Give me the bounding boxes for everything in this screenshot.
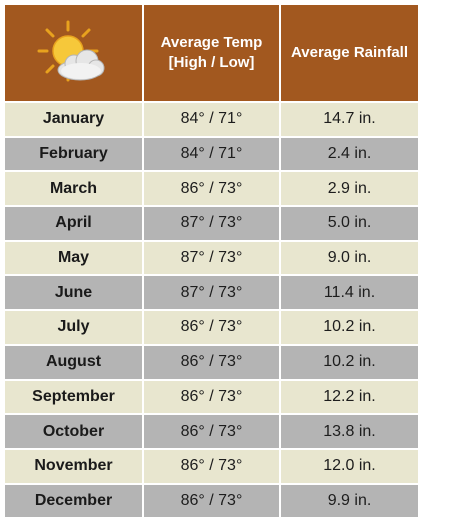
temp-cell: 87° / 73° <box>144 241 279 275</box>
month-cell: October <box>5 415 142 448</box>
table-row: February 84° / 71° 2.4 in. <box>5 137 418 171</box>
rain-cell: 9.9 in. <box>281 484 418 518</box>
month-cell: March <box>5 172 142 206</box>
temp-cell: 87° / 73° <box>144 276 279 310</box>
rain-cell: 11.4 in. <box>281 276 418 310</box>
table-header: Average Temp [High / Low] Average Rainfa… <box>5 5 418 101</box>
table-row: June 87° / 73° 11.4 in. <box>5 276 418 310</box>
month-cell: June <box>5 276 142 310</box>
climate-table: Average Temp [High / Low] Average Rainfa… <box>3 3 420 520</box>
temp-cell: 84° / 71° <box>144 137 279 171</box>
temp-cell: 86° / 73° <box>144 484 279 518</box>
table-row: May 87° / 73° 9.0 in. <box>5 241 418 275</box>
rain-cell: 10.2 in. <box>281 311 418 344</box>
table-row: November 86° / 73° 12.0 in. <box>5 449 418 483</box>
month-cell: April <box>5 207 142 240</box>
table-row: October 86° / 73° 13.8 in. <box>5 415 418 448</box>
month-cell: December <box>5 484 142 518</box>
temp-cell: 87° / 73° <box>144 207 279 240</box>
temp-header-line1: Average Temp <box>160 34 263 51</box>
table-row: July 86° / 73° 10.2 in. <box>5 311 418 344</box>
temp-cell: 86° / 73° <box>144 449 279 483</box>
month-cell: November <box>5 449 142 483</box>
rain-cell: 13.8 in. <box>281 415 418 448</box>
temp-header-line2: [High / Low] <box>168 54 255 71</box>
table-row: April 87° / 73° 5.0 in. <box>5 207 418 240</box>
rain-cell: 2.4 in. <box>281 137 418 171</box>
rain-cell: 12.0 in. <box>281 449 418 483</box>
sun-behind-cloud-icon <box>37 20 104 82</box>
rain-cell: 10.2 in. <box>281 345 418 379</box>
temp-cell: 86° / 73° <box>144 380 279 414</box>
table-body: January 84° / 71° 14.7 in. February 84° / 71… <box>5 103 418 518</box>
month-cell: January <box>5 103 142 136</box>
temp-column-header: Average Temp [High / Low] <box>144 5 279 101</box>
temp-cell: 86° / 73° <box>144 311 279 344</box>
month-cell: February <box>5 137 142 171</box>
month-cell: August <box>5 345 142 379</box>
month-cell: September <box>5 380 142 414</box>
month-cell: July <box>5 311 142 344</box>
rain-cell: 5.0 in. <box>281 207 418 240</box>
rain-cell: 9.0 in. <box>281 241 418 275</box>
table-row: August 86° / 73° 10.2 in. <box>5 345 418 379</box>
header-row: Average Temp [High / Low] Average Rainfa… <box>5 5 418 101</box>
table-row: September 86° / 73° 12.2 in. <box>5 380 418 414</box>
table-row: March 86° / 73° 2.9 in. <box>5 172 418 206</box>
rain-column-header: Average Rainfall <box>281 5 418 101</box>
table-row: January 84° / 71° 14.7 in. <box>5 103 418 136</box>
header-icon-cell <box>5 5 142 101</box>
temp-cell: 84° / 71° <box>144 103 279 136</box>
table-row: December 86° / 73° 9.9 in. <box>5 484 418 518</box>
month-cell: May <box>5 241 142 275</box>
rain-cell: 12.2 in. <box>281 380 418 414</box>
temp-cell: 86° / 73° <box>144 172 279 206</box>
temp-cell: 86° / 73° <box>144 345 279 379</box>
temp-cell: 86° / 73° <box>144 415 279 448</box>
rain-cell: 14.7 in. <box>281 103 418 136</box>
rain-cell: 2.9 in. <box>281 172 418 206</box>
